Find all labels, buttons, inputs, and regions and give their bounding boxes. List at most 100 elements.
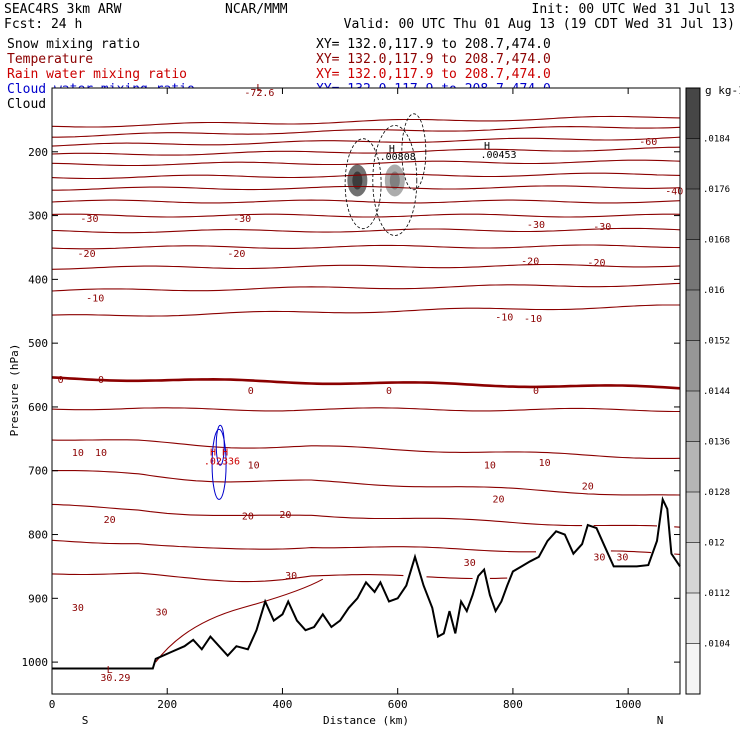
y-tick-label: 600: [28, 401, 48, 414]
colorbar-tick-label: .0136: [703, 438, 730, 448]
snow-shading: [347, 164, 405, 197]
temperature-contour-line: [51, 172, 681, 180]
temperature-contour-label: 0: [58, 375, 64, 386]
colorbar-tick-label: .0176: [703, 185, 730, 195]
temperature-contour-line: [51, 213, 681, 218]
colorbar-swatch: [686, 239, 700, 290]
temperature-contour-line: [51, 263, 681, 270]
temperature-contour-line: [52, 470, 681, 496]
temperature-contour-label: 0: [98, 375, 104, 386]
temperature-contour-line: [51, 572, 508, 583]
temperature-contour-line: [155, 578, 324, 663]
temperature-contour-label: 10: [539, 458, 551, 469]
x-axis-start-label: S: [82, 714, 89, 727]
snow-mixing-ratio-contour: [401, 113, 427, 191]
temperature-contour-label: -30: [233, 214, 251, 225]
x-tick-label: 600: [388, 698, 408, 711]
field-xy-range: XY= 132.0,117.9 to 208.7,474.0: [316, 37, 551, 52]
temperature-contour-label: -10: [495, 313, 513, 324]
field-name: Temperature: [7, 52, 93, 67]
temperature-contour-line: [51, 136, 681, 147]
temperature-contour-label: 0: [533, 386, 539, 397]
temperature-contour-label: -30: [593, 222, 611, 233]
temperature-contour-line: [51, 304, 680, 317]
x-axis-label: Distance (km): [323, 714, 409, 727]
plot-frame: [51, 87, 681, 695]
colorbar-tick-label: .0144: [703, 387, 730, 397]
temperature-contour-label: 0: [248, 386, 254, 397]
snow-max-label: .00808: [380, 152, 416, 163]
temperature-contour-label: -20: [587, 258, 605, 269]
colorbar-tick-label: .0152: [703, 337, 730, 347]
y-tick-label: 700: [28, 465, 48, 478]
temperature-contour-line: [51, 407, 680, 413]
axes: Pressure (hPa) Distance (km) S N 0 200 400…: [8, 88, 680, 727]
colorbar-swatch: [686, 542, 700, 593]
field-xy-range: XY= 132.0,117.9 to 208.7,474.0: [316, 67, 551, 82]
temperature-contour-label: 20: [242, 512, 254, 523]
field-xy-range: XY= 132.0,117.9 to 208.7,474.0: [316, 52, 551, 67]
temperature-contour-label: 10: [248, 461, 260, 472]
temperature-contour-line: [51, 282, 681, 292]
header: SEAC4RS 3km ARW NCAR/MMM Init: 00 UTC We…: [4, 2, 735, 32]
plot-area: -72.6 -60 -40 -30 -30 -30 -30 -20 -20 -20 -20 -10 -1…: [51, 83, 684, 695]
temperature-contour-line: [51, 159, 681, 167]
header-valid-time: Valid: 00 UTC Thu 01 Aug 13 (19 CDT Wed …: [344, 17, 735, 32]
colorbar-swatch: [686, 441, 700, 492]
y-tick-label: 1000: [22, 656, 49, 669]
temperature-contour-label: 20: [104, 515, 116, 526]
y-tick-label: 400: [28, 273, 48, 286]
temperature-contour-label: 0: [386, 386, 392, 397]
header-init-time: Init: 00 UTC Wed 31 Jul 13: [532, 2, 736, 17]
temperature-contour-label: 30.29: [100, 673, 130, 684]
y-axis-label: Pressure (hPa): [8, 344, 21, 437]
temperature-contour-line: [51, 227, 681, 234]
temperature-contour-label: 10: [72, 448, 84, 459]
temperature-contour-label: -10: [86, 294, 104, 305]
colorbar-swatch: [686, 88, 700, 139]
y-tick-label: 200: [28, 146, 48, 159]
colorbar: g kg-1 .0184 .0176 .0168 .016 .0152 .0144 .013…: [685, 84, 740, 695]
temperature-contour-label: 20: [279, 510, 291, 521]
colorbar-swatch: [686, 340, 700, 391]
header-forecast-hour: Fcst: 24 h: [4, 17, 82, 32]
y-tick-label: 800: [28, 529, 48, 542]
y-tick-label: 900: [28, 592, 48, 605]
temperature-contour-label: -30: [527, 220, 545, 231]
colorbar-swatch: [686, 290, 700, 341]
colorbar-swatch: [686, 593, 700, 644]
x-tick-label: 200: [157, 698, 177, 711]
temperature-contour-label: -20: [78, 249, 96, 260]
temperature-contour-line: [51, 244, 681, 250]
temperature-contour-label: 20: [582, 482, 594, 493]
snow-max-label: H: [389, 144, 395, 155]
temperature-contour-label: -20: [521, 257, 539, 268]
temperature-contour-line: [52, 185, 681, 191]
temperature-contour-label: 10: [95, 448, 107, 459]
temperature-contour-label: L: [107, 665, 113, 676]
plot-background: [52, 88, 680, 694]
header-center-title: NCAR/MMM: [225, 2, 288, 17]
temperature-contour-line: [51, 115, 681, 128]
colorbar-tick-label: .0104: [703, 640, 730, 650]
snow-max-label: H: [484, 141, 490, 152]
contour-labels: -72.6 -60 -40 -30 -30 -30 -30 -20 -20 -20 -20 -10 -1…: [58, 83, 684, 684]
temperature-contour-label: 30: [593, 552, 605, 563]
colorbar-swatch: [686, 643, 700, 694]
x-tick-label: 400: [273, 698, 293, 711]
temperature-contour-label: 30: [616, 552, 628, 563]
cloud-water-contour: [215, 424, 225, 466]
temperature-contour-line: [51, 539, 681, 555]
cloud-water-max-label: .02336: [204, 456, 240, 467]
temperature-contour-label: 20: [492, 494, 504, 505]
temperature-contour-label: 30: [72, 603, 84, 614]
temperature-contour-line: [51, 439, 681, 459]
colorbar-tick-label: .0184: [703, 135, 730, 145]
temperature-contour-label: -72.6: [244, 88, 274, 99]
x-tick-label: 0: [49, 698, 56, 711]
colorbar-swatch: [686, 138, 700, 189]
colorbar-units: g kg-1: [705, 84, 740, 97]
y-tick-label: 500: [28, 337, 48, 350]
x-axis-end-label: N: [657, 714, 664, 727]
